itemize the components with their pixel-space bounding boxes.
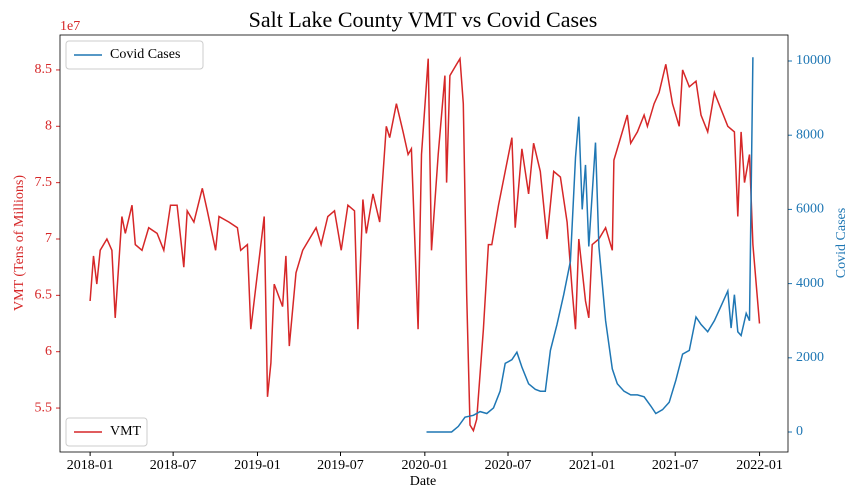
x-tick-label: 2020-01	[402, 458, 449, 473]
series-line	[89, 56, 761, 433]
series-line	[426, 57, 754, 433]
y-tick-label: 5.5	[35, 400, 53, 415]
x-tick-label: 2018-01	[67, 458, 114, 473]
y2-tick-label: 10000	[796, 53, 831, 68]
plot-frame	[59, 34, 789, 453]
y2-tick-label: 2000	[796, 350, 824, 365]
y-axis-label: VMT (Tens of Millions)	[12, 175, 27, 311]
x-tick-label: 2018-07	[150, 458, 197, 473]
y2-tick-label: 6000	[796, 202, 824, 217]
x-tick-label: 2021-01	[569, 458, 616, 473]
y-tick-label: 6.5	[35, 288, 53, 303]
y-offset-label: 1e7	[60, 19, 80, 34]
x-tick-label: 2022-01	[736, 458, 783, 473]
y-tick-label: 7.5	[35, 175, 53, 190]
y-tick-label: 6	[45, 344, 52, 359]
x-tick-label: 2019-07	[317, 458, 364, 473]
y2-tick-label: 4000	[796, 276, 824, 291]
x-tick-label: 2020-07	[485, 458, 532, 473]
x-axis-label: Date	[410, 474, 436, 489]
legend-label: Covid Cases	[110, 47, 180, 62]
y2-tick-label: 0	[796, 424, 803, 439]
legend-box	[65, 40, 204, 70]
y2-axis-label: Covid Cases	[834, 208, 849, 278]
y-tick-label: 8.5	[35, 62, 53, 77]
y-tick-label: 7	[45, 231, 52, 246]
y-tick-label: 8	[45, 119, 52, 134]
y2-tick-label: 8000	[796, 127, 824, 142]
x-tick-label: 2021-07	[652, 458, 699, 473]
x-tick-label: 2019-01	[234, 458, 281, 473]
legend-label: VMT	[110, 424, 142, 439]
chart-title: Salt Lake County VMT vs Covid Cases	[249, 7, 598, 32]
legend-box	[65, 417, 148, 447]
